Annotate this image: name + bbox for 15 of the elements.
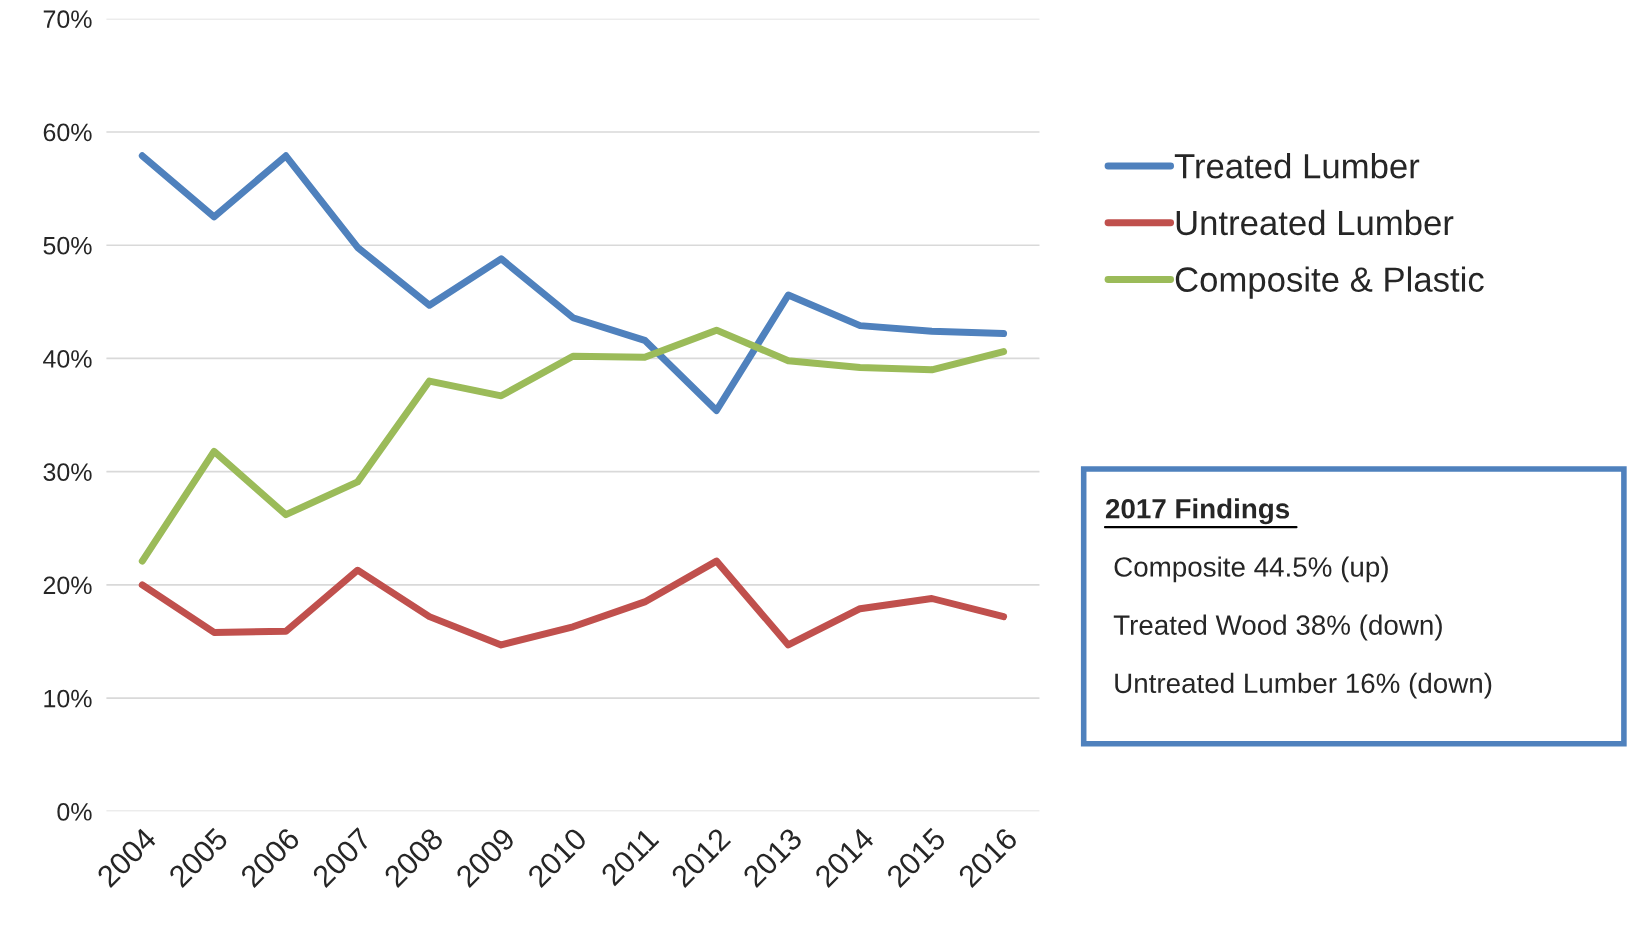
y-tick-label: 60% (43, 123, 92, 142)
text: Treated Wood 38% (down) (1113, 614, 1442, 641)
y-tick-label: 40% (43, 350, 92, 368)
legend-label: Untreated Lumber (1176, 209, 1454, 236)
legend-label: Composite & Plastic (1175, 266, 1484, 299)
legend-label: Treated Lumber (1174, 153, 1420, 179)
y-tick-label: 0% (57, 802, 92, 821)
y-tick-label: 10% (44, 689, 92, 708)
y-tick-label: 70% (43, 10, 92, 29)
y-tick-label: 50% (43, 236, 92, 255)
text: Untreated Lumber 16% (down) (1115, 672, 1492, 699)
y-tick-label: 30% (43, 463, 92, 481)
y-tick-label: 20% (43, 576, 92, 595)
text: 2017 Findings (1105, 498, 1290, 525)
text: Composite 44.5% (up) (1114, 556, 1388, 583)
